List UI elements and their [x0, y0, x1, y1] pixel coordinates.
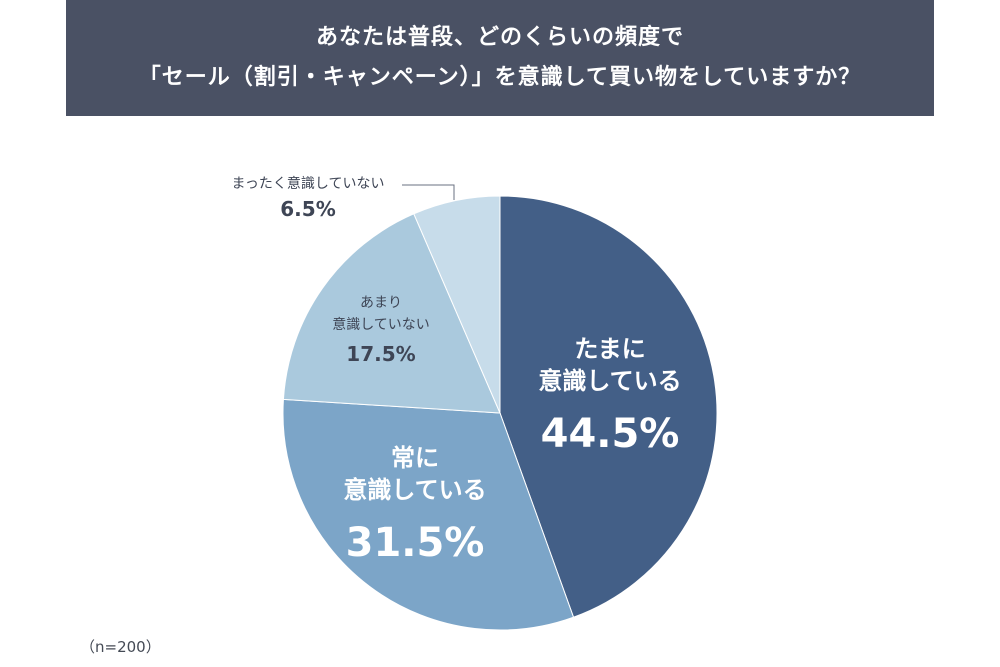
slice-label: たまに — [574, 335, 645, 363]
slice-value-label: 44.5% — [541, 411, 680, 457]
leader-line — [402, 184, 455, 200]
slice-label: まったく意識していない — [231, 175, 384, 192]
chart-title-line-1: あなたは普段、どのくらいの頻度で — [315, 25, 684, 50]
slice-value-label: 17.5% — [346, 342, 415, 366]
pie-slice — [282, 213, 501, 414]
slice-label: 常に — [391, 444, 439, 472]
pie-slice — [499, 195, 718, 618]
pie-slice — [282, 398, 575, 631]
slice-label: あまり — [360, 295, 402, 311]
slice-label: 意識していない — [332, 316, 430, 333]
slice-value-label: 6.5% — [280, 197, 335, 221]
chart-title-line-2: 「セール（割引・キャンペーン）」を意識して買い物をしていますか？ — [138, 65, 862, 90]
chart-title-banner: あなたは普段、どのくらいの頻度で 「セール（割引・キャンペーン）」を意識して買い… — [66, 0, 934, 116]
sample-size-note: （n=200） — [80, 638, 161, 656]
slice-label: 意識している — [538, 367, 681, 395]
pie-slice — [413, 195, 501, 414]
slice-value-label: 31.5% — [346, 520, 485, 566]
slice-label: 意識している — [343, 476, 486, 504]
